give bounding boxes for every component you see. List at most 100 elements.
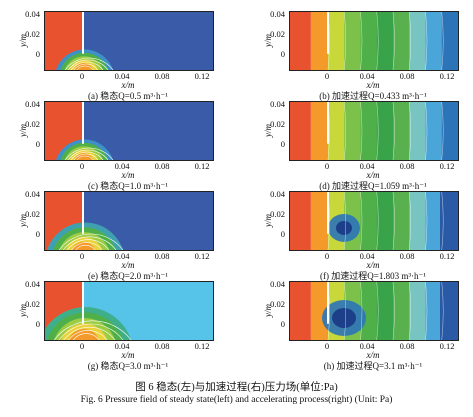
contour-line <box>344 12 346 70</box>
x-tick-label: 0.04 <box>114 161 130 171</box>
x-tick-label: 0.12 <box>194 71 210 81</box>
x-tick-label: 0.08 <box>154 71 170 81</box>
pressure-band <box>409 12 426 70</box>
contour-plot <box>289 281 459 341</box>
figure-title: 图 6 稳态(左)与加速过程(右)压力场(单位:Pa) <box>135 382 338 393</box>
panel-g: y/m 0.04 0.02 0 0 0.04 0.08 0.12 x/m (g) 稳态Q=3.0 … <box>18 275 228 371</box>
pressure-band <box>360 192 378 250</box>
x-tick-label: 0.12 <box>439 341 455 351</box>
contour-line <box>425 12 428 70</box>
contour-line <box>425 282 428 340</box>
contour-line <box>73 63 99 70</box>
x-tick-label: 0.12 <box>194 161 210 171</box>
inlet-band <box>310 192 328 250</box>
panel-caption: (f) 加速过程Q=1.803 m³·h⁻¹ <box>320 271 426 281</box>
contour-line <box>441 282 444 340</box>
y-tick-label: 0.02 <box>25 29 40 39</box>
contour-line <box>70 61 104 70</box>
x-tick-label: 0.12 <box>439 161 455 171</box>
panel-d: y/m 0.04 0.02 0 0 0.04 0.08 0.12 x/m (d) 加速过程Q=1.… <box>263 95 473 191</box>
x-tick-label: 0.08 <box>399 161 415 171</box>
x-tick-label: 0.12 <box>194 341 210 351</box>
contour-line <box>425 102 428 160</box>
x-tick-label: 0 <box>79 71 85 81</box>
contour-plot <box>289 11 459 71</box>
y-tick-label: 0.02 <box>270 209 285 219</box>
contour-line <box>360 102 363 160</box>
x-tick-label: 0.04 <box>114 341 130 351</box>
y-tick-label: 0.04 <box>25 279 40 289</box>
panel-e: y/m 0.04 0.02 0 0 0.04 0.08 0.12 x/m (e) 稳态Q=2.0 … <box>18 185 228 281</box>
contour-line <box>392 12 395 70</box>
y-tick-label: 0.04 <box>25 189 40 199</box>
y-tick-label: 0 <box>280 139 285 149</box>
contour-line <box>360 12 363 70</box>
contour-line <box>392 282 395 340</box>
panel-caption: (h) 加速过程Q=3.1 m³·h⁻¹ <box>323 361 423 371</box>
pressure-band <box>393 282 410 340</box>
pressure-band <box>393 192 410 250</box>
x-tick-label: 0.08 <box>154 161 170 171</box>
pressure-band <box>393 102 410 160</box>
x-tick-label: 0.04 <box>359 161 375 171</box>
y-tick-label: 0.02 <box>25 299 40 309</box>
y-tick-label: 0 <box>35 229 40 239</box>
contour-line <box>409 282 411 340</box>
x-tick-label: 0.08 <box>399 341 415 351</box>
contour-line <box>360 282 363 340</box>
x-tick-label: 0.08 <box>399 251 415 261</box>
pressure-band <box>376 192 394 250</box>
contour-plot <box>44 101 214 161</box>
contour-line <box>376 192 379 250</box>
contour-plot <box>44 281 214 341</box>
x-tick-label: 0 <box>79 161 85 171</box>
pressure-band <box>344 12 361 70</box>
contour-line <box>67 149 109 160</box>
x-tick-label: 0 <box>324 341 330 351</box>
x-tick-label: 0.04 <box>359 341 375 351</box>
x-tick-label: 0.12 <box>439 251 455 261</box>
contour-plot <box>289 101 459 161</box>
y-tick-label: 0.02 <box>270 119 285 129</box>
x-axis-label: x/m <box>366 350 380 360</box>
x-tick-label: 0.04 <box>359 251 375 261</box>
pressure-band <box>328 102 345 160</box>
contour-line <box>376 102 379 160</box>
contour-line <box>76 155 94 160</box>
low-pressure-core <box>332 307 356 328</box>
y-tick-label: 0.02 <box>270 29 285 39</box>
pressure-band <box>441 102 458 160</box>
panel-caption: (b) 加速过程Q=0.433 m³·h⁻¹ <box>319 91 427 101</box>
contour-line <box>71 242 103 250</box>
x-axis-label: x/m <box>366 80 380 90</box>
inlet-band <box>310 102 328 160</box>
pressure-band <box>425 102 443 160</box>
y-tick-label: 0 <box>35 49 40 59</box>
y-tick-label: 0 <box>280 319 285 329</box>
x-tick-label: 0 <box>324 71 330 81</box>
contour-line <box>327 12 330 70</box>
contour-line <box>73 333 100 340</box>
contour-line <box>70 151 104 160</box>
pressure-band <box>409 192 426 250</box>
pressure-band <box>409 282 426 340</box>
pressure-band <box>360 102 378 160</box>
pressure-band <box>425 12 443 70</box>
panel-caption: (c) 稳态Q=1.0 m³·h⁻¹ <box>88 181 168 191</box>
pressure-band <box>409 102 426 160</box>
pressure-band <box>376 282 394 340</box>
contour-plot <box>44 11 214 71</box>
contour-line <box>344 282 346 340</box>
y-tick-label: 0.02 <box>25 209 40 219</box>
panel-caption: (e) 稳态Q=2.0 m³·h⁻¹ <box>88 271 168 281</box>
contour-line <box>344 192 346 250</box>
y-tick-label: 0.04 <box>270 9 285 19</box>
x-tick-label: 0.04 <box>359 71 375 81</box>
x-tick-label: 0 <box>79 251 85 261</box>
x-tick-label: 0.12 <box>439 71 455 81</box>
contour-line <box>58 233 124 250</box>
pressure-band <box>344 102 361 160</box>
x-tick-label: 0.04 <box>114 251 130 261</box>
contour-line <box>73 153 99 160</box>
outlet-band <box>440 282 458 340</box>
